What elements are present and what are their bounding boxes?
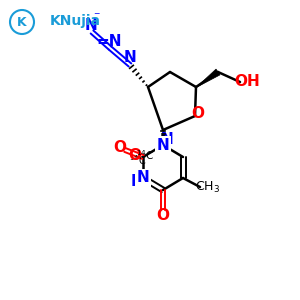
Text: $^{14}$C: $^{14}$C	[129, 153, 147, 167]
Text: O: O	[191, 106, 205, 122]
Text: $^{14}$C: $^{14}$C	[136, 148, 154, 162]
Text: N: N	[160, 133, 173, 148]
Text: N: N	[85, 17, 98, 32]
Text: N: N	[130, 173, 143, 188]
Text: K: K	[17, 16, 27, 28]
Text: $^{-}$: $^{-}$	[93, 11, 101, 21]
Text: KNujia: KNujia	[50, 14, 101, 28]
Text: N: N	[157, 137, 169, 152]
Text: =N: =N	[96, 34, 122, 49]
Text: N: N	[124, 50, 136, 65]
Text: O: O	[113, 140, 127, 155]
Polygon shape	[196, 69, 220, 87]
Text: O: O	[128, 148, 142, 163]
Text: OH: OH	[234, 74, 260, 88]
Text: N: N	[136, 170, 149, 185]
Text: CH$_3$: CH$_3$	[195, 179, 220, 194]
Text: O: O	[157, 208, 169, 223]
